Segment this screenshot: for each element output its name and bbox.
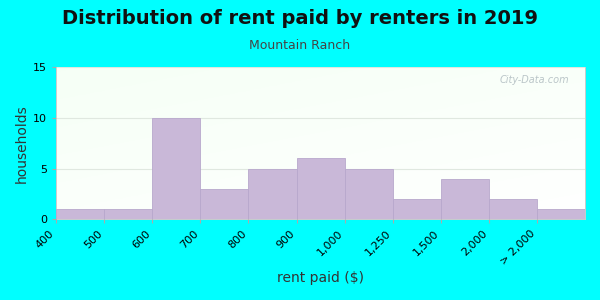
Bar — [200, 189, 248, 219]
Text: Distribution of rent paid by renters in 2019: Distribution of rent paid by renters in … — [62, 9, 538, 28]
Bar — [441, 179, 489, 219]
Bar — [296, 158, 344, 219]
X-axis label: rent paid ($): rent paid ($) — [277, 271, 364, 285]
Bar — [344, 169, 393, 219]
Y-axis label: households: households — [15, 104, 29, 183]
Bar — [104, 209, 152, 219]
Text: City-Data.com: City-Data.com — [500, 75, 569, 85]
Bar — [56, 209, 104, 219]
Bar — [393, 199, 441, 219]
Bar — [489, 199, 537, 219]
Bar — [248, 169, 296, 219]
Bar — [152, 118, 200, 219]
Bar — [537, 209, 585, 219]
Text: Mountain Ranch: Mountain Ranch — [250, 39, 350, 52]
